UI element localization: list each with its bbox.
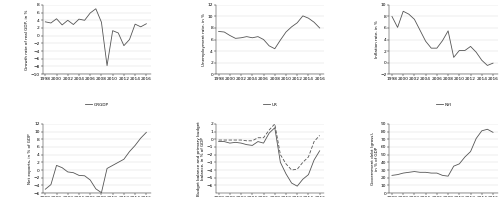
PRIMBALANCE/GDP — [238, 139, 244, 141]
PRIMBALANCE/GDP — [250, 140, 256, 142]
BALANCE/GDP — [288, 182, 294, 184]
BALANCE/GDP — [222, 140, 228, 143]
BALANCE/GDP — [216, 140, 222, 143]
PRIMBALANCE/GDP — [232, 139, 238, 141]
PRIMBALANCE/GDP — [272, 123, 278, 125]
PRIMBALANCE/GDP — [306, 156, 312, 158]
PRIMBALANCE/GDP — [244, 140, 250, 142]
PRIMBALANCE/GDP — [294, 168, 300, 170]
PRIMBALANCE/GDP — [311, 140, 317, 143]
PRIMBALANCE/GDP — [283, 163, 289, 165]
PRIMBALANCE/GDP — [288, 169, 294, 171]
PRIMBALANCE/GDP — [316, 134, 322, 137]
Legend: INfl: INfl — [436, 103, 451, 107]
Line: PRIMBALANCE/GDP: PRIMBALANCE/GDP — [218, 124, 320, 170]
PRIMBALANCE/GDP — [260, 137, 266, 139]
BALANCE/GDP — [244, 143, 250, 146]
PRIMBALANCE/GDP — [266, 129, 272, 131]
Y-axis label: Inflation rate, in %: Inflation rate, in % — [374, 21, 378, 58]
BALANCE/GDP — [255, 140, 261, 143]
Legend: UR: UR — [262, 103, 278, 107]
BALANCE/GDP — [283, 173, 289, 175]
Line: BALANCE/GDP: BALANCE/GDP — [218, 128, 320, 186]
BALANCE/GDP — [311, 159, 317, 161]
Y-axis label: Unemployment rate, in %: Unemployment rate, in % — [202, 13, 206, 66]
Legend: GRGDP: GRGDP — [85, 103, 108, 107]
Y-axis label: Government debt (gross),
in % of GDP: Government debt (gross), in % of GDP — [371, 132, 380, 185]
BALANCE/GDP — [260, 142, 266, 144]
BALANCE/GDP — [238, 142, 244, 144]
Y-axis label: Growth rate of real GDP, in %: Growth rate of real GDP, in % — [25, 9, 29, 70]
BALANCE/GDP — [294, 185, 300, 187]
PRIMBALANCE/GDP — [255, 137, 261, 139]
PRIMBALANCE/GDP — [222, 139, 228, 141]
BALANCE/GDP — [300, 178, 306, 180]
PRIMBALANCE/GDP — [216, 139, 222, 141]
BALANCE/GDP — [232, 141, 238, 144]
PRIMBALANCE/GDP — [300, 161, 306, 164]
BALANCE/GDP — [272, 126, 278, 129]
BALANCE/GDP — [266, 132, 272, 134]
PRIMBALANCE/GDP — [278, 153, 283, 156]
BALANCE/GDP — [278, 161, 283, 164]
Y-axis label: Budget balance and primary budget
balance, in % of GDP: Budget balance and primary budget balanc… — [196, 121, 205, 196]
BALANCE/GDP — [316, 150, 322, 152]
BALANCE/GDP — [306, 173, 312, 176]
BALANCE/GDP — [250, 144, 256, 147]
Y-axis label: Net exports, in % of GDP: Net exports, in % of GDP — [28, 133, 32, 184]
PRIMBALANCE/GDP — [227, 139, 233, 141]
BALANCE/GDP — [227, 142, 233, 144]
